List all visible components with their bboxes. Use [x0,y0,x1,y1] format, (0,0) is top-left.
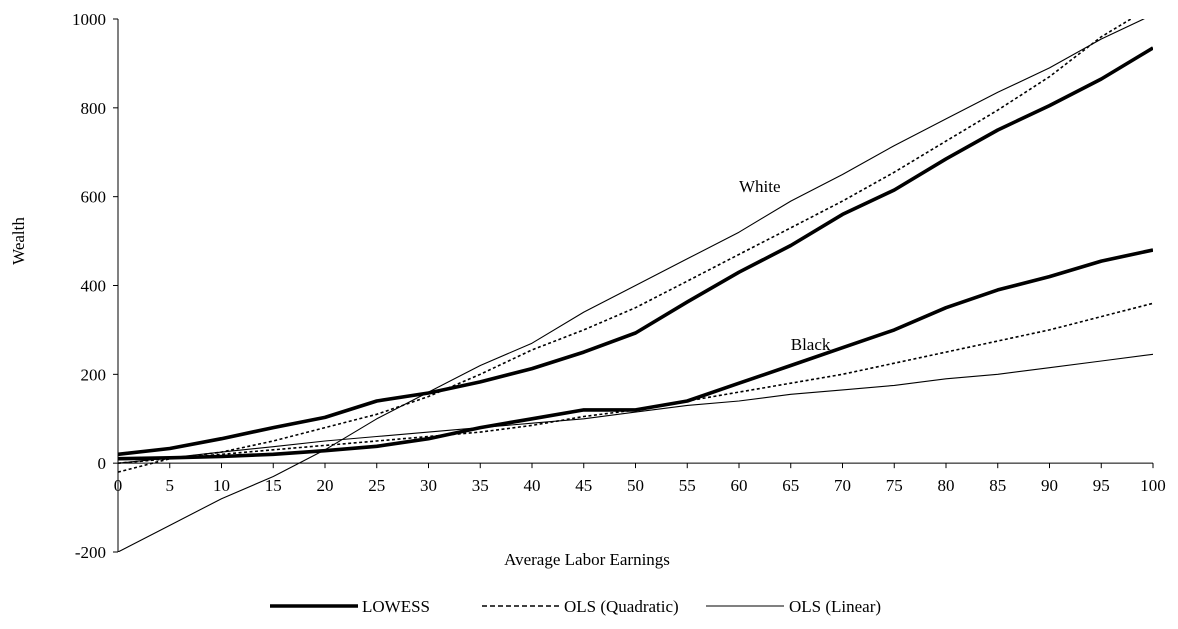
y-tick-label: 0 [98,454,107,473]
x-tick-label: 25 [368,476,385,495]
plot-lines [118,19,1153,552]
y-ticks: -200 0 200 400 600 800 1000 [72,10,118,562]
x-tick-label: 75 [886,476,903,495]
x-ticks: 0 5 10 15 20 25 30 35 40 45 50 55 60 65 70 75 80 85 90 95 10… [114,463,1166,495]
x-tick-label: 95 [1093,476,1110,495]
y-tick-label: 1000 [72,10,106,29]
legend-label-lowess: LOWESS [362,597,430,616]
annotation-white: White [739,177,781,196]
x-tick-label: 100 [1140,476,1166,495]
x-tick-label: 45 [575,476,592,495]
x-tick-label: 30 [420,476,437,495]
series-line-black-lowess [118,248,1153,461]
y-tick-label: -200 [75,543,106,562]
x-tick-label: 40 [524,476,541,495]
annotations: White Black [739,177,831,354]
x-tick-label: 85 [989,476,1006,495]
x-tick-label: 5 [166,476,175,495]
x-tick-label: 55 [679,476,696,495]
x-axis-title: Average Labor Earnings [504,550,670,569]
x-tick-label: 70 [834,476,851,495]
y-tick-label: 800 [81,99,107,118]
series-line-white-ols-linear [118,19,1145,552]
legend-label-ols-quadratic: OLS (Quadratic) [564,597,679,616]
x-tick-label: 20 [317,476,334,495]
annotation-black: Black [791,335,831,354]
legend: LOWESS OLS (Quadratic) OLS (Linear) [270,597,881,616]
x-tick-label: 60 [731,476,748,495]
x-tick-label: 80 [938,476,955,495]
axes: 0 5 10 15 20 25 30 35 40 45 50 55 60 65 70 75 80 85 90 95 10… [72,10,1166,562]
x-tick-label: 15 [265,476,282,495]
x-tick-label: 0 [114,476,123,495]
x-tick-label: 10 [213,476,230,495]
series-line-black-ols-linear [118,353,1153,464]
x-tick-label: 65 [782,476,799,495]
x-tick-label: 90 [1041,476,1058,495]
series-line-white-lowess [118,46,1153,457]
legend-label-ols-linear: OLS (Linear) [789,597,881,616]
y-tick-label: 200 [81,365,107,384]
y-tick-label: 600 [81,188,107,207]
series-line-black-ols-quadratic [118,302,1153,464]
series-line-white-ols-quadratic [118,19,1133,473]
y-axis-title: Wealth [9,217,28,265]
x-tick-label: 50 [627,476,644,495]
x-tick-label: 35 [472,476,489,495]
y-tick-label: 400 [81,277,107,296]
